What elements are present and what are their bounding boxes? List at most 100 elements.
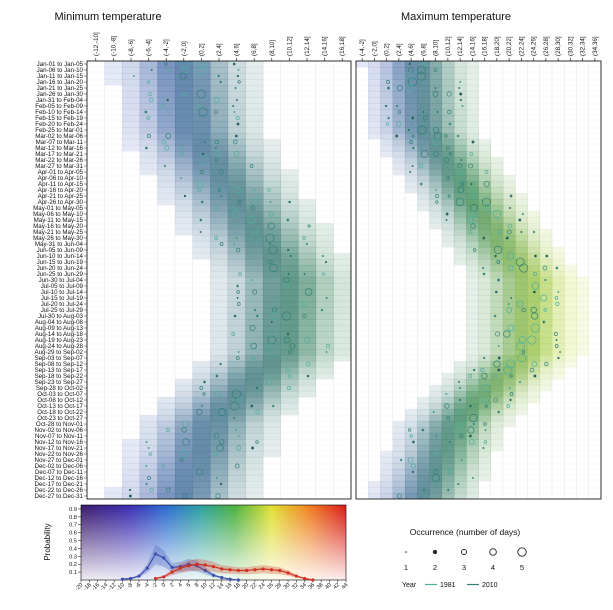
occurrence-circle: [481, 266, 485, 270]
occurrence-circle: [503, 365, 513, 375]
occurrence-circle: [214, 151, 221, 157]
heatmap-cell: [157, 445, 176, 452]
heatmap-cell: [478, 277, 492, 284]
occurrence-circle: [197, 103, 202, 109]
x-tick-label: 2: [169, 582, 175, 588]
occurrence-circle: [434, 483, 437, 485]
occurrence-circle: [457, 163, 463, 169]
occurrence-circle: [431, 473, 440, 483]
occurrence-circle: [482, 447, 485, 449]
heatmap-cell: [263, 217, 281, 224]
period-label: Oct-23 to Oct-27: [37, 415, 83, 422]
occurrence-circle: [266, 343, 273, 349]
heatmap-cell: [333, 259, 351, 266]
occurrence-circle: [255, 409, 260, 415]
y-tick-label: 0.8: [69, 515, 77, 521]
period-label: Jan-11 to Jan-15: [37, 73, 84, 80]
heatmap-cell: [280, 325, 299, 332]
heatmap-cell: [227, 187, 246, 194]
heatmap-cell: [175, 451, 193, 458]
heatmap-cell: [139, 67, 158, 74]
heatmap-cell: [175, 223, 193, 230]
heatmap-cell: [466, 469, 479, 476]
occurrence-circle: [232, 62, 236, 66]
y-tick-label: 0.3: [69, 554, 77, 560]
occurrence-circle: [470, 210, 477, 218]
heatmap-cell: [139, 127, 158, 134]
heatmap-cell: [454, 211, 467, 218]
heatmap-cell: [490, 277, 504, 284]
heatmap-cell: [454, 199, 467, 206]
heatmap-cell: [157, 481, 176, 488]
heatmap-cell: [380, 109, 394, 116]
occurrence-circle: [509, 206, 512, 210]
heatmap-cell: [405, 475, 418, 482]
heatmap-cell: [392, 91, 406, 98]
heatmap-cell: [564, 271, 577, 278]
heatmap-cell: [441, 475, 455, 482]
heatmap-cell: [315, 355, 334, 362]
heatmap-cell: [139, 427, 158, 434]
period-label: Oct-13 to Oct-17: [37, 403, 83, 410]
occurrence-circle: [324, 260, 328, 264]
occurrence-circle: [236, 290, 240, 294]
heatmap-cell: [175, 469, 193, 476]
period-label: Jun-25 to Jun-29: [37, 271, 84, 278]
heatmap-cell: [210, 319, 229, 326]
heatmap-cell: [441, 217, 455, 224]
occurrence-circles: [384, 61, 562, 499]
heatmap-cell: [245, 325, 264, 332]
occurrence-circle: [215, 374, 219, 378]
heatmap-cell: [298, 235, 317, 242]
heatmap-cell: [441, 163, 455, 170]
x-tick-label: 40: [324, 582, 333, 591]
heatmap-cell: [227, 451, 246, 458]
x-tick-label: (16,18]: [482, 36, 489, 56]
occurrence-circle: [166, 98, 169, 102]
heatmap-cell: [441, 199, 455, 206]
heatmap-cell: [564, 307, 577, 314]
period-label: Jul-05 to Jul-09: [41, 283, 84, 290]
heatmap-cell: [478, 193, 492, 200]
occurrence-circle: [386, 86, 391, 90]
period-label: Aug-09 to Aug-13: [35, 325, 84, 332]
heatmap-cell: [263, 313, 281, 320]
heatmap-cell: [454, 247, 467, 254]
heatmap-cell: [392, 433, 406, 440]
occurrence-circle: [232, 139, 238, 145]
heatmap-cell: [315, 265, 334, 272]
heatmap-cell: [417, 151, 430, 158]
heatmap-cell: [192, 61, 211, 68]
heatmap-cell: [245, 271, 264, 278]
heatmap-cell: [478, 391, 492, 398]
heatmap-cell: [454, 361, 467, 368]
heatmap-cell: [527, 307, 541, 314]
heatmap-cell: [298, 367, 317, 374]
heatmap-cell: [192, 79, 211, 86]
occurrence-circle: [233, 314, 237, 318]
x-tick-label: (8,10]: [433, 40, 440, 56]
occurrence-circle: [492, 373, 498, 379]
heatmap-cell: [280, 391, 299, 398]
occurrence-circle: [396, 121, 402, 127]
heatmap-cell: [192, 151, 211, 158]
heatmap-cell: [157, 199, 176, 206]
heatmap-cell: [227, 367, 246, 374]
heatmap-cell: [478, 187, 492, 194]
occurrence-circle: [288, 200, 291, 204]
heatmap-cell: [392, 151, 406, 158]
heatmap-cell: [157, 73, 176, 80]
heatmap-cell: [280, 385, 299, 392]
heatmap-cell: [441, 427, 455, 434]
occurrence-circle: [144, 110, 148, 114]
occurrence-circle: [281, 311, 292, 321]
heatmap-cell: [466, 427, 479, 434]
heatmap-cell: [139, 115, 158, 122]
heatmap-cell: [157, 433, 176, 440]
period-label: Sep-23 to Sep-27: [34, 379, 83, 386]
heatmap-cell: [368, 493, 381, 499]
heatmap-cell: [298, 295, 317, 302]
heatmap-cell: [392, 445, 406, 452]
period-label: Nov-22 to Nov-26: [35, 451, 84, 458]
occurrence-circle: [493, 245, 503, 255]
